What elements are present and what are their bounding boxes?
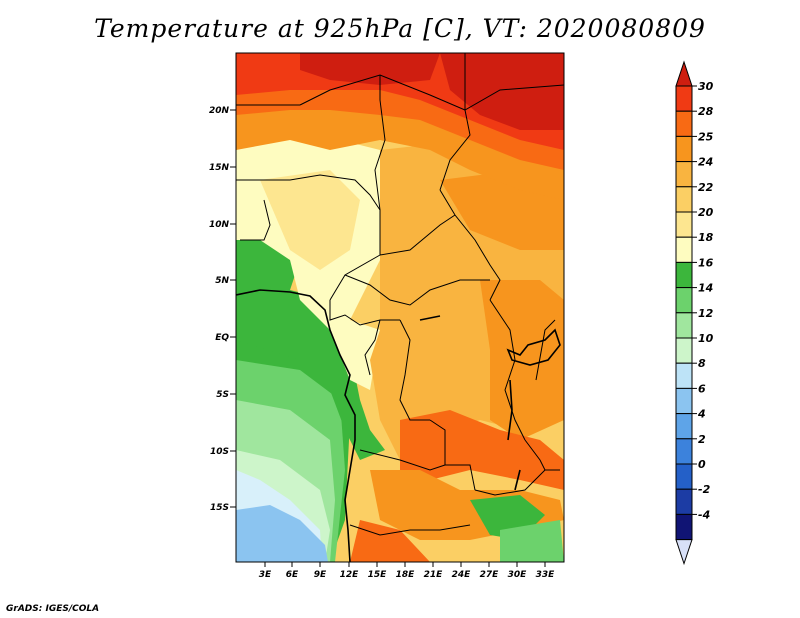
colorbar-swatch [675, 438, 693, 465]
colorbar-swatch [675, 135, 693, 163]
colorbar-label: -4 [698, 508, 710, 521]
lon-tick-label: 12E [340, 570, 360, 580]
colorbar-swatch [675, 312, 693, 339]
lon-tick-label: 21E [424, 570, 444, 580]
latitude-axis: 20N 15N 10N 5N EQ 5S 10S 15S [209, 106, 236, 513]
colorbar-label: 6 [698, 382, 706, 395]
colorbar-swatch [675, 110, 693, 137]
colorbar-label: 18 [698, 231, 714, 244]
lat-tick-label: EQ [215, 333, 229, 343]
colorbar-swatch [675, 337, 693, 364]
colorbar-label: 28 [698, 105, 714, 118]
colorbar-top-arrow [675, 60, 693, 87]
colorbar-label: 0 [698, 458, 706, 471]
country-borders [236, 53, 564, 536]
colorbar-swatch [675, 85, 693, 112]
colorbar-label: 8 [698, 357, 706, 370]
colorbar-label: 14 [698, 282, 713, 295]
colorbar-swatch [675, 287, 693, 314]
grads-credit: GrADS: IGES/COLA [6, 604, 100, 614]
colorbar-swatch [675, 186, 693, 213]
lat-tick-label: 10N [209, 220, 230, 230]
lat-tick-label: 5S [216, 390, 229, 400]
colorbar-label: 2 [698, 433, 706, 446]
colorbar-swatch [675, 211, 693, 238]
colorbar-label: -2 [698, 483, 711, 496]
lon-tick-label: 24E [452, 570, 472, 580]
temperature-field [236, 53, 564, 562]
lat-tick-label: 5N [215, 276, 229, 286]
colorbar-bottom-arrow [675, 539, 693, 566]
colorbar-label: 4 [697, 408, 706, 421]
lon-tick-label: 6E [286, 570, 299, 580]
colorbar-label: 16 [698, 256, 714, 269]
lon-tick-label: 33E [536, 570, 556, 580]
colorbar-swatch [675, 488, 693, 515]
colorbar-swatch [675, 463, 693, 490]
colorbar-swatch [675, 387, 693, 415]
lat-tick-label: 15N [209, 163, 230, 173]
lon-tick-label: 18E [396, 570, 416, 580]
colorbar-swatch [675, 413, 693, 440]
coastline [236, 289, 561, 562]
lat-tick-label: 10S [210, 447, 229, 457]
map-title: Temperature at 925hPa [C], VT: 202008080… [94, 14, 706, 43]
map-frame [235, 52, 565, 563]
colorbar-label: 10 [698, 332, 714, 345]
colorbar-swatch [675, 362, 693, 389]
colorbar-swatch [675, 236, 693, 263]
colorbar-label: 22 [698, 181, 714, 194]
lat-tick-label: 20N [209, 106, 230, 116]
colorbar-swatch [675, 513, 693, 541]
lat-tick-label: 15S [210, 503, 229, 513]
longitude-axis: 3E 6E 9E 12E 15E 18E 21E 24E 27E 30E 33E [259, 562, 555, 580]
colorbar-swatch [675, 261, 693, 289]
lon-tick-label: 27E [480, 570, 500, 580]
lon-tick-label: 9E [314, 570, 327, 580]
colorbar-label: 24 [698, 156, 713, 169]
colorbar-swatch [675, 161, 693, 188]
colorbar-label: 12 [698, 307, 714, 320]
lon-tick-label: 30E [508, 570, 528, 580]
colorbar-label: 20 [698, 206, 714, 219]
colorbar-label: 25 [698, 130, 714, 143]
colorbar-label: 30 [698, 80, 714, 93]
lon-tick-label: 3E [259, 570, 272, 580]
lon-tick-label: 15E [368, 570, 388, 580]
